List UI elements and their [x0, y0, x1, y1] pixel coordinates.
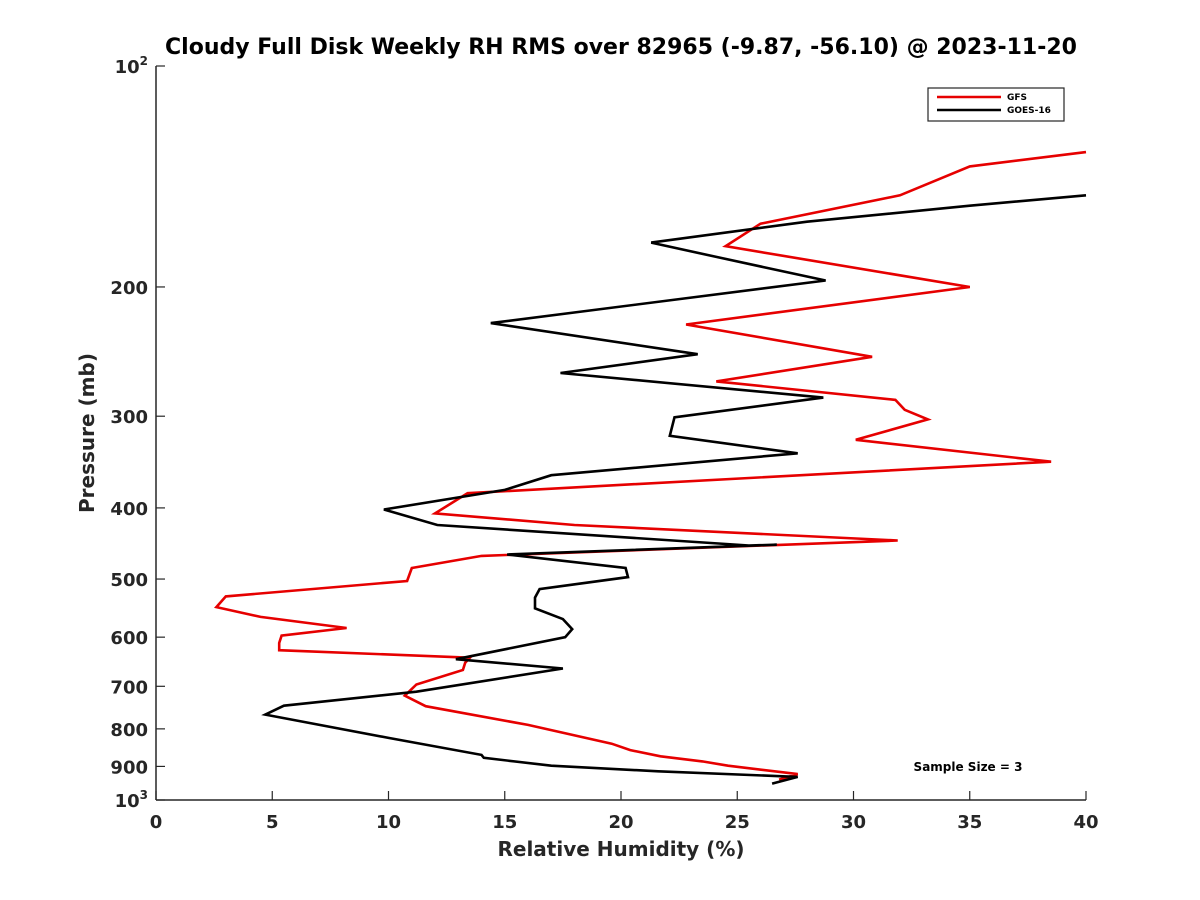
x-tick-label: 40 [1073, 812, 1098, 833]
y-tick-label: 103 [115, 788, 148, 812]
y-tick-label: 500 [110, 570, 148, 591]
x-tick-label: 10 [376, 812, 401, 833]
series [213, 150, 1087, 785]
series-line-goes16 [261, 194, 1087, 785]
x-tick-label: 35 [957, 812, 982, 833]
x-axis-label: Relative Humidity (%) [497, 837, 744, 861]
sample-size-annotation: Sample Size = 3 [914, 760, 1023, 774]
x-tick-label: 0 [150, 812, 163, 833]
y-tick-label: 600 [110, 628, 148, 649]
y-axis-label: Pressure (mb) [75, 353, 99, 513]
x-tick-label: 5 [266, 812, 279, 833]
legend: GFS GOES-16 [927, 87, 1065, 122]
y-tick-label: 700 [110, 677, 148, 698]
x-tick-label: 25 [725, 812, 750, 833]
legend-label-gfs: GFS [1007, 93, 1027, 103]
y-tick-label: 300 [110, 407, 148, 428]
y-tick-label: 400 [110, 499, 148, 520]
legend-label-goes16: GOES-16 [1007, 106, 1051, 116]
chart-title: Cloudy Full Disk Weekly RH RMS over 8296… [165, 35, 1077, 60]
y-tick-label: 102 [115, 54, 148, 78]
legend-box [927, 87, 1065, 122]
x-tick-label: 15 [492, 812, 517, 833]
x-tick-label: 30 [841, 812, 866, 833]
series-line-gfs [213, 150, 1087, 781]
y-tick-label: 200 [110, 278, 148, 299]
ticks: 0 5 10 15 20 25 30 35 40 102 200 300 400 500 600 700 800… [110, 54, 1098, 833]
y-tick-label: 800 [110, 720, 148, 741]
y-tick-label: 900 [110, 757, 148, 778]
x-tick-label: 20 [608, 812, 633, 833]
